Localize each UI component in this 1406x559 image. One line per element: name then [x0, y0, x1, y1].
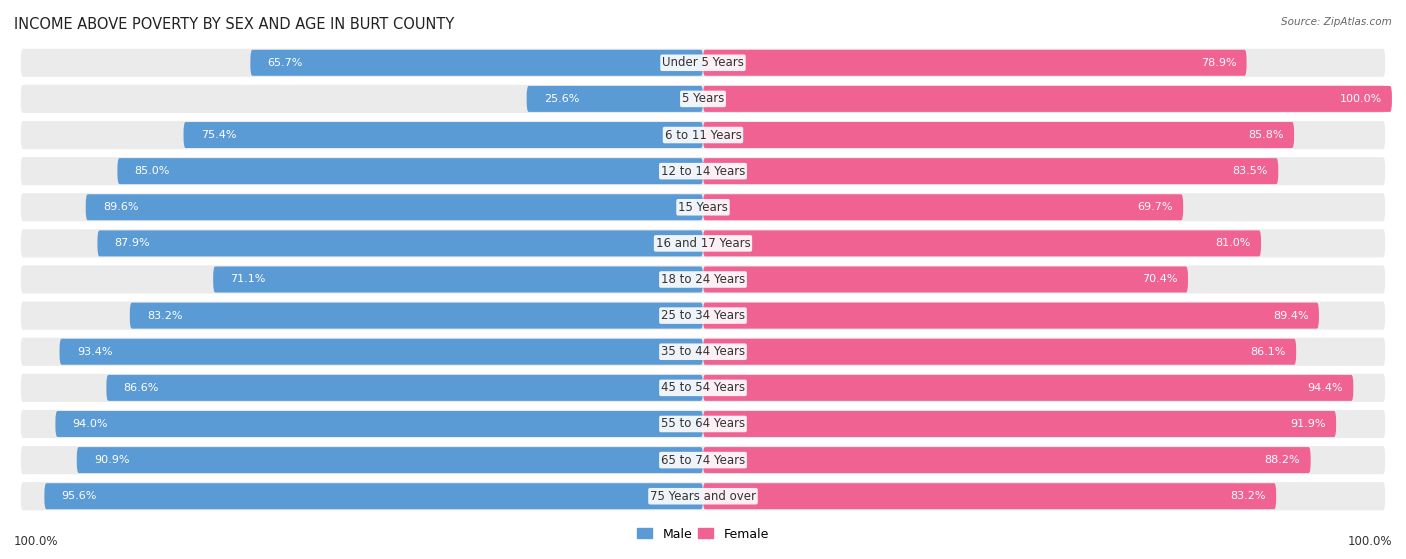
Text: 85.0%: 85.0% [135, 166, 170, 176]
FancyBboxPatch shape [703, 230, 1261, 257]
FancyBboxPatch shape [21, 446, 1385, 474]
Text: 71.1%: 71.1% [231, 274, 266, 285]
Text: 78.9%: 78.9% [1201, 58, 1236, 68]
Text: 100.0%: 100.0% [1347, 535, 1392, 548]
FancyBboxPatch shape [703, 302, 1319, 329]
FancyBboxPatch shape [21, 49, 1385, 77]
FancyBboxPatch shape [21, 229, 1385, 258]
Text: INCOME ABOVE POVERTY BY SEX AND AGE IN BURT COUNTY: INCOME ABOVE POVERTY BY SEX AND AGE IN B… [14, 17, 454, 32]
Text: 75.4%: 75.4% [201, 130, 236, 140]
FancyBboxPatch shape [703, 483, 1277, 509]
FancyBboxPatch shape [527, 86, 703, 112]
Text: 94.0%: 94.0% [73, 419, 108, 429]
Text: 65.7%: 65.7% [267, 58, 302, 68]
FancyBboxPatch shape [703, 158, 1278, 184]
Text: 86.6%: 86.6% [124, 383, 159, 393]
Text: 89.6%: 89.6% [103, 202, 138, 212]
FancyBboxPatch shape [59, 339, 703, 364]
Text: 83.2%: 83.2% [148, 311, 183, 321]
Text: 90.9%: 90.9% [94, 455, 129, 465]
Text: 100.0%: 100.0% [14, 535, 59, 548]
Text: 69.7%: 69.7% [1137, 202, 1173, 212]
Text: 45 to 54 Years: 45 to 54 Years [661, 381, 745, 394]
FancyBboxPatch shape [45, 483, 703, 509]
Text: 88.2%: 88.2% [1264, 455, 1301, 465]
FancyBboxPatch shape [21, 482, 1385, 510]
FancyBboxPatch shape [703, 122, 1294, 148]
FancyBboxPatch shape [107, 375, 703, 401]
Text: 18 to 24 Years: 18 to 24 Years [661, 273, 745, 286]
Text: 6 to 11 Years: 6 to 11 Years [665, 129, 741, 141]
Text: Under 5 Years: Under 5 Years [662, 56, 744, 69]
FancyBboxPatch shape [21, 193, 1385, 221]
FancyBboxPatch shape [21, 85, 1385, 113]
FancyBboxPatch shape [703, 195, 1184, 220]
Text: 83.2%: 83.2% [1230, 491, 1265, 501]
FancyBboxPatch shape [21, 301, 1385, 330]
Text: 65 to 74 Years: 65 to 74 Years [661, 453, 745, 467]
Text: 83.5%: 83.5% [1233, 166, 1268, 176]
FancyBboxPatch shape [118, 158, 703, 184]
Text: 81.0%: 81.0% [1215, 238, 1251, 248]
Text: 12 to 14 Years: 12 to 14 Years [661, 165, 745, 178]
Text: 93.4%: 93.4% [77, 347, 112, 357]
FancyBboxPatch shape [21, 121, 1385, 149]
Text: 70.4%: 70.4% [1142, 274, 1178, 285]
FancyBboxPatch shape [703, 447, 1310, 473]
FancyBboxPatch shape [703, 411, 1336, 437]
Text: 16 and 17 Years: 16 and 17 Years [655, 237, 751, 250]
FancyBboxPatch shape [21, 157, 1385, 185]
FancyBboxPatch shape [86, 195, 703, 220]
FancyBboxPatch shape [184, 122, 703, 148]
Text: 15 Years: 15 Years [678, 201, 728, 214]
Text: 25.6%: 25.6% [544, 94, 579, 104]
Text: 86.1%: 86.1% [1250, 347, 1286, 357]
Text: Source: ZipAtlas.com: Source: ZipAtlas.com [1281, 17, 1392, 27]
Text: 85.8%: 85.8% [1249, 130, 1284, 140]
Text: 89.4%: 89.4% [1272, 311, 1309, 321]
FancyBboxPatch shape [703, 267, 1188, 292]
FancyBboxPatch shape [250, 50, 703, 76]
Text: 35 to 44 Years: 35 to 44 Years [661, 345, 745, 358]
FancyBboxPatch shape [55, 411, 703, 437]
Text: 25 to 34 Years: 25 to 34 Years [661, 309, 745, 322]
FancyBboxPatch shape [21, 338, 1385, 366]
FancyBboxPatch shape [214, 267, 703, 292]
FancyBboxPatch shape [703, 50, 1247, 76]
FancyBboxPatch shape [21, 410, 1385, 438]
FancyBboxPatch shape [21, 266, 1385, 293]
FancyBboxPatch shape [77, 447, 703, 473]
FancyBboxPatch shape [21, 374, 1385, 402]
Text: 87.9%: 87.9% [115, 238, 150, 248]
Text: 91.9%: 91.9% [1291, 419, 1326, 429]
FancyBboxPatch shape [703, 375, 1354, 401]
Text: 55 to 64 Years: 55 to 64 Years [661, 418, 745, 430]
FancyBboxPatch shape [129, 302, 703, 329]
FancyBboxPatch shape [97, 230, 703, 257]
Text: 94.4%: 94.4% [1308, 383, 1343, 393]
FancyBboxPatch shape [703, 86, 1392, 112]
Text: 95.6%: 95.6% [62, 491, 97, 501]
FancyBboxPatch shape [703, 339, 1296, 364]
Text: 5 Years: 5 Years [682, 92, 724, 106]
Legend: Male, Female: Male, Female [633, 523, 773, 546]
Text: 75 Years and over: 75 Years and over [650, 490, 756, 503]
Text: 100.0%: 100.0% [1340, 94, 1382, 104]
